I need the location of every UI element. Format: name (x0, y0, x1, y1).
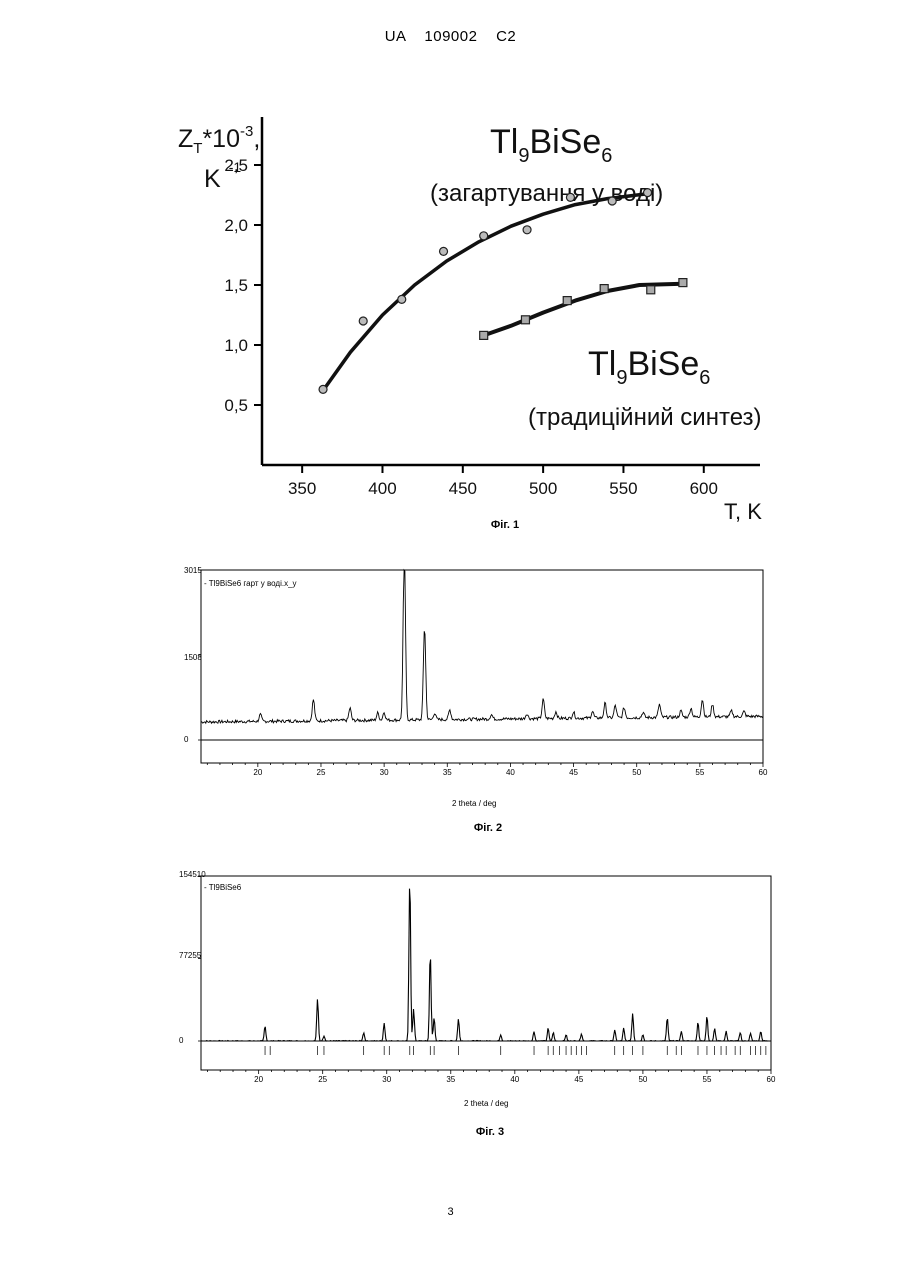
fig2-plot-x-tick-label: 25 (317, 768, 326, 777)
fig3-plot-x-tick-label: 55 (703, 1075, 712, 1084)
fig1-x-tick-label: 450 (449, 479, 477, 498)
fig3-plot-x-tick-label: 45 (574, 1075, 583, 1084)
fig2-plot-x-tick-label: 45 (569, 768, 578, 777)
fig1-x-tick-label: 550 (609, 479, 637, 498)
fig2-plot-profile (201, 570, 763, 723)
fig1-series-a-formula: Tl9BiSe6 (490, 123, 612, 167)
fig3-plot-x-tick-label: 25 (318, 1075, 327, 1084)
fig1-y-tick-label: 0,5 (224, 396, 248, 415)
fig1-chart: ZT*10-3, K-1 Tl9BiSe6 (загартування у во… (168, 105, 783, 530)
fig1-x-tick-label: 350 (288, 479, 316, 498)
fig1-point-traditional (521, 316, 529, 324)
fig2-plot-area: 20 25 30 35 40 45 50 55 60 (198, 570, 768, 777)
page-number: 3 (0, 1206, 901, 1218)
fig3-chart: - Tl9BiSe6 154510 77255 0 2 theta / deg … (176, 866, 781, 1116)
fig1-point-quenched (440, 247, 448, 255)
fig2-ymax-label: 3015 (184, 566, 202, 575)
fig2-plot-x-tick-label: 50 (632, 768, 641, 777)
fig2-ymid-label: 1508 (184, 653, 202, 662)
fig3-plot-x-tick-label: 50 (638, 1075, 647, 1084)
fig3-ymax-label: 154510 (179, 870, 206, 879)
fig3-legend: - Tl9BiSe6 (204, 883, 242, 892)
fig2-plot-x-tick-label: 55 (695, 768, 704, 777)
fig2-xlabel: 2 theta / deg (452, 799, 496, 808)
fig1-x-tick-label: 400 (368, 479, 396, 498)
fig1-point-quenched (566, 193, 574, 201)
fig3-plot-area: 20 25 30 35 40 45 50 55 60 (198, 876, 776, 1084)
patent-header: UA 109002 C2 (0, 28, 901, 45)
fig2-frame (201, 570, 763, 763)
fig1-point-quenched (644, 189, 652, 197)
fig1-x-tick-label: 600 (690, 479, 718, 498)
fig2-chart: - Tl9BiSe6 гарт у воді.х_y 3015 1508 0 2… (176, 560, 776, 815)
fig1-x-tick-label: 500 (529, 479, 557, 498)
fig1-series-b-formula: Tl9BiSe6 (588, 345, 710, 389)
fig2-plot-x-tick-label: 60 (759, 768, 768, 777)
fig1-ylabel: ZT*10-3, (178, 123, 260, 157)
fig1-plot-area: 350 400 450 500 550 600 0,5 1,0 1,5 2,0 2,5 (224, 117, 760, 498)
fig2-plot-x-tick-label: 30 (380, 768, 389, 777)
fig1-point-quenched (523, 226, 531, 234)
fig1-point-traditional (563, 297, 571, 305)
fig3-plot-x-tick-label: 20 (254, 1075, 263, 1084)
fig1-caption: Фіг. 1 (445, 519, 565, 531)
fig1-point-quenched (359, 317, 367, 325)
fig3-plot-profile (201, 889, 771, 1041)
fig1-point-quenched (608, 197, 616, 205)
fig2-plot-x-tick-label: 20 (253, 768, 262, 777)
fig1-point-traditional (679, 279, 687, 287)
fig1-point-quenched (319, 385, 327, 393)
fig1-series-a-note: (загартування у воді) (430, 180, 663, 207)
fig3-plot-x-tick-label: 30 (382, 1075, 391, 1084)
fig1-xlabel: T, K (724, 499, 762, 524)
fig2-plot-x-tick-label: 35 (443, 768, 452, 777)
fig1-point-traditional (600, 285, 608, 293)
fig1-point-quenched (480, 232, 488, 240)
fig3-yzero-label: 0 (179, 1036, 184, 1045)
fig2-plot-x-tick-label: 40 (506, 768, 515, 777)
fig3-plot-x-tick-label: 60 (767, 1075, 776, 1084)
fig3-plot-x-tick-label: 35 (446, 1075, 455, 1084)
fig1-y-tick-label: 2,5 (224, 156, 248, 175)
fig1-series-b-note: (традиційний синтез) (528, 404, 762, 431)
fig1-y-tick-label: 1,5 (224, 276, 248, 295)
fig1-point-traditional (647, 286, 655, 294)
fig1-y-tick-label: 1,0 (224, 336, 248, 355)
fig1-y-tick-label: 2,0 (224, 216, 248, 235)
fig2-yzero-label: 0 (184, 735, 189, 744)
fig3-caption: Фіг. 3 (430, 1126, 550, 1138)
fig1-point-quenched (398, 295, 406, 303)
fig2-caption: Фіг. 2 (428, 822, 548, 834)
fig2-legend: - Tl9BiSe6 гарт у воді.х_y (204, 579, 297, 588)
fig3-xlabel: 2 theta / deg (464, 1099, 508, 1108)
fig3-plot-x-tick-label: 40 (510, 1075, 519, 1084)
fig1-point-traditional (480, 331, 488, 339)
